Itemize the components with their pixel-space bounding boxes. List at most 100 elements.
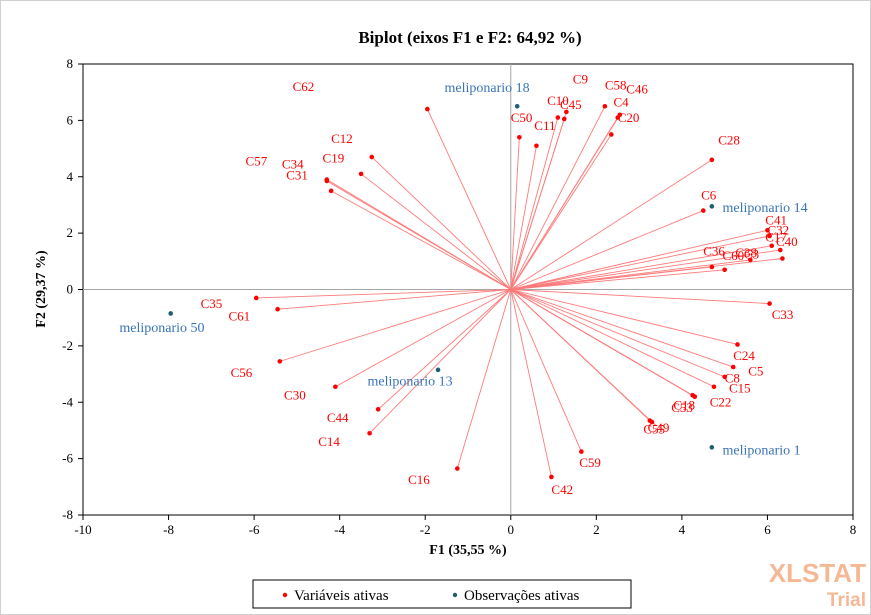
variable-label-c19: C19 (323, 151, 345, 166)
variable-point-c28 (709, 157, 715, 163)
variable-point-c41 (765, 228, 770, 233)
variable-point-c5 (730, 364, 736, 370)
variable-label-c3: C3 (744, 246, 759, 261)
variable-label-c49: C49 (648, 420, 670, 435)
variable-point-c40 (777, 247, 783, 253)
vector-c40 (510, 249, 781, 290)
vector-c24 (510, 289, 738, 345)
legend-observation-label: Observações ativas (464, 588, 580, 604)
variable-point-c33 (767, 301, 772, 306)
variable-label-c31: C31 (286, 168, 308, 183)
variable-label-c24: C24 (733, 348, 755, 363)
variable-label-c12: C12 (331, 131, 353, 146)
vector-c17 (510, 245, 772, 290)
variable-label-c61: C61 (228, 309, 250, 324)
variable-point-c61 (275, 306, 280, 312)
variable-point-c24 (735, 342, 740, 347)
vector-c61 (277, 289, 511, 310)
variable-label-c22: C22 (710, 394, 732, 409)
y-tick-label: 0 (67, 282, 74, 297)
variable-label-c5: C5 (748, 363, 763, 378)
x-tick-label: -6 (249, 522, 260, 537)
vector-c33 (510, 289, 770, 305)
observation-label-meliponario-1: meliponario 1 (723, 443, 801, 458)
legend-observation-marker (452, 592, 458, 598)
x-tick-label: 6 (764, 522, 771, 537)
variable-label-c17: C17 (765, 230, 787, 245)
variable-label-c4: C4 (613, 94, 629, 109)
observation-label-meliponario-13: meliponario 13 (367, 374, 452, 389)
watermark-logo: XLSTAT (769, 558, 866, 588)
y-tick-label: -6 (62, 451, 73, 466)
vector-c34 (326, 180, 512, 290)
variable-point-c31 (328, 188, 334, 194)
variable-label-c34: C34 (282, 156, 304, 171)
variable-point-c50 (517, 134, 522, 140)
observation-label-meliponario-50: meliponario 50 (119, 321, 204, 336)
variable-point-c18 (692, 394, 698, 399)
vector-c6 (510, 210, 704, 290)
vector-c14 (369, 289, 512, 434)
vector-c62 (426, 108, 512, 290)
variable-label-c35: C35 (201, 296, 223, 311)
variable-label-c45: C45 (560, 97, 582, 112)
vector-c58 (510, 106, 606, 290)
variable-label-c32: C32 (767, 223, 789, 238)
variable-point-c35 (253, 295, 259, 301)
vector-c5 (510, 289, 734, 368)
observation-point-meliponario-1 (709, 445, 715, 450)
x-tick-label: 4 (679, 522, 686, 537)
variable-label-c62: C62 (293, 79, 315, 94)
variable-label-c38: C38 (735, 245, 757, 260)
variable-point-c30 (333, 384, 338, 390)
variable-label-c42: C42 (551, 482, 573, 497)
x-tick-label: -4 (334, 522, 345, 537)
variable-label-c9: C9 (573, 72, 588, 87)
vector-c32 (510, 235, 770, 290)
xlstat-watermark: XLSTAT Trial (769, 558, 866, 611)
variable-label-c57: C57 (246, 153, 268, 168)
vector-c31 (330, 190, 511, 290)
y-tick-label: 2 (67, 225, 74, 240)
variable-label-c30: C30 (284, 387, 306, 402)
variable-point-c62 (425, 106, 430, 112)
vector-c30 (335, 289, 511, 388)
variable-label-c14: C14 (318, 434, 340, 449)
vector-c41 (510, 229, 768, 290)
vector-c11 (510, 145, 537, 290)
variable-point-c19 (358, 171, 364, 177)
variable-point-c11 (534, 143, 539, 149)
vector-c42 (510, 289, 552, 478)
vector-c59 (510, 289, 582, 452)
chart-title: Biplot (eixos F1 e F2: 64,92 %) (358, 28, 581, 47)
vector-c45 (510, 118, 565, 290)
vector-c28 (510, 159, 713, 290)
legend-variable-label: Variáveis ativas (294, 588, 389, 604)
variable-label-c46: C46 (626, 82, 648, 97)
x-tick-label: 8 (850, 522, 857, 537)
variable-label-c36: C36 (703, 244, 725, 259)
variable-label-c33: C33 (772, 307, 794, 322)
observation-point-meliponario-50 (168, 311, 173, 316)
vector-c60 (510, 269, 725, 290)
vector-c16 (456, 289, 512, 469)
data-points (168, 103, 785, 480)
variable-point-c45 (561, 116, 567, 122)
vector-c10 (510, 117, 559, 290)
variable-label-c16: C16 (408, 472, 430, 487)
variable-label-c18: C18 (673, 397, 695, 412)
vector-c3 (510, 258, 783, 290)
variable-point-c4 (615, 115, 621, 120)
x-tick-label: -10 (74, 522, 91, 537)
vector-c8 (510, 289, 725, 378)
observation-point-meliponario-18 (514, 103, 520, 109)
variable-point-c42 (549, 474, 554, 480)
variable-label-c15: C15 (729, 380, 751, 395)
y-tick-label: -4 (62, 394, 73, 409)
legend-variable-marker (282, 592, 288, 598)
vector-c4 (510, 117, 619, 290)
variable-label-c6: C6 (701, 187, 717, 202)
